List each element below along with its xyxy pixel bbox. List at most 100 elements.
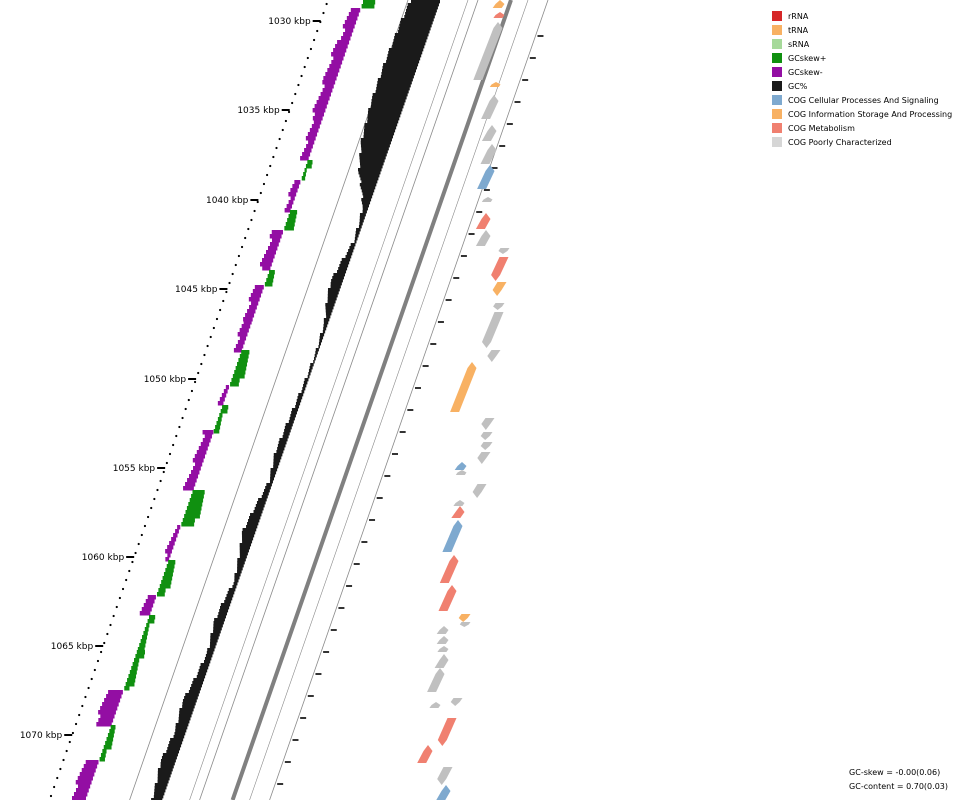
gc-content-bar — [304, 378, 309, 382]
gc-content-bar — [346, 252, 353, 256]
gc-content-bar — [291, 411, 297, 415]
scale-dot — [184, 407, 187, 411]
gc-content-bar — [210, 636, 219, 640]
gc-skew-bar — [134, 658, 140, 663]
gc-skew-bar — [79, 772, 95, 777]
gc-content-bar — [337, 270, 347, 274]
gc-skew-bar — [175, 529, 179, 534]
gc-content-bar — [383, 63, 419, 67]
gc-content-bar — [210, 642, 217, 646]
gc-content-bar — [262, 492, 269, 496]
gc-skew-bar — [71, 796, 86, 800]
scale-dot — [287, 110, 291, 114]
scale-dot — [234, 263, 237, 267]
scale-dot-ring — [49, 2, 544, 798]
scale-label: 1065 kbp — [51, 642, 94, 652]
gc-content-bar — [170, 738, 184, 742]
gc-skew-bar — [288, 192, 297, 197]
scale-labels: 1030 kbp 1035 kbp 1040 kbp 1045 kbp 1050 kbp… — [20, 17, 321, 741]
scale-dot — [215, 317, 219, 321]
gc-content-bar — [392, 42, 426, 46]
gene-feature — [427, 668, 445, 692]
gc-skew-bar — [247, 309, 256, 314]
gc-content-bar — [354, 240, 357, 244]
gc-content-bar — [210, 639, 218, 643]
scale-label: 1035 kbp — [237, 106, 280, 116]
gc-content-bar — [174, 732, 186, 736]
gc-content-bar — [371, 99, 406, 103]
scale-dot — [172, 443, 175, 447]
legend-item: COG Cellular Processes And Signaling — [772, 93, 960, 107]
gc-skew-bar — [198, 446, 208, 451]
gc-content-bar — [398, 30, 430, 34]
gc-skew-bar — [312, 116, 323, 121]
gc-content-bar — [339, 264, 349, 268]
gc-content-bar — [387, 54, 422, 58]
gene-feature — [417, 745, 433, 763]
gc-skew-bar — [288, 214, 297, 219]
gc-content-bar — [157, 774, 171, 778]
scale-dot — [56, 776, 59, 780]
gc-content-bar — [377, 78, 413, 82]
gene-feature — [429, 702, 441, 708]
gc-content-bar — [308, 369, 312, 373]
gc-skew-bar — [248, 297, 260, 302]
gc-skew-bar — [77, 776, 93, 781]
gc-skew-bar — [284, 208, 291, 213]
gc-content-bar — [361, 201, 371, 205]
gc-content-bar — [270, 477, 275, 481]
scale-label: 1040 kbp — [206, 196, 249, 206]
gc-content-bar — [386, 57, 421, 61]
gc-content-bar — [325, 309, 333, 313]
gc-content-bar — [325, 312, 332, 316]
legend-item: tRNA — [772, 23, 960, 37]
legend-item: rRNA — [772, 9, 960, 23]
gc-skew-bar — [135, 654, 145, 659]
gc-content-bar — [160, 765, 174, 769]
legend-label: GCskew- — [788, 67, 823, 77]
scale-label: 1055 kbp — [113, 464, 156, 474]
gc-content-bar — [273, 453, 283, 457]
gc-content-bar — [273, 456, 282, 460]
gc-skew-bar — [269, 270, 275, 275]
gc-skew-bar — [162, 576, 173, 581]
gc-skew-bar — [331, 52, 345, 57]
gc-content-bar — [350, 243, 356, 247]
gc-content-bar — [197, 672, 207, 676]
gc-content-bar — [358, 225, 362, 229]
gc-skew-bar — [289, 210, 298, 215]
gc-content-bar — [178, 717, 191, 721]
gc-content-bar — [393, 39, 427, 43]
gc-content-bar — [295, 405, 300, 409]
scale-dot — [237, 254, 241, 258]
gene-feature — [459, 622, 471, 627]
gc-skew-bar — [233, 348, 242, 353]
gc-content-bar — [359, 183, 377, 187]
gc-skew-bar — [235, 366, 247, 371]
scale-dot — [137, 542, 140, 546]
gc-skew-bar — [322, 88, 333, 93]
scale-dot — [81, 704, 84, 708]
gc-content-bar — [198, 669, 208, 673]
gc-skew-bar — [188, 502, 203, 507]
scale-dot — [203, 353, 206, 357]
gc-content-bar — [191, 684, 202, 688]
gc-skew-bar — [217, 417, 222, 422]
gene-feature — [450, 698, 463, 706]
gc-content-bar — [279, 438, 288, 442]
gc-skew-bar — [307, 160, 313, 165]
gc-skew-bar — [292, 184, 299, 189]
gc-skew-bar — [239, 354, 249, 359]
gc-content-bar — [239, 555, 247, 559]
gene-feature — [436, 785, 451, 800]
gc-content-bar — [213, 627, 222, 631]
gc-content-bar — [241, 534, 255, 538]
gc-skew-bar — [290, 196, 295, 201]
gc-content-bar — [359, 162, 384, 166]
gc-content-bar — [354, 237, 358, 241]
gc-content-bar — [269, 480, 273, 484]
gc-skew-bar — [225, 385, 230, 390]
gc-skew-bar — [191, 470, 200, 475]
gc-skew-bar — [202, 438, 211, 443]
gc-skew-bar — [241, 324, 251, 329]
